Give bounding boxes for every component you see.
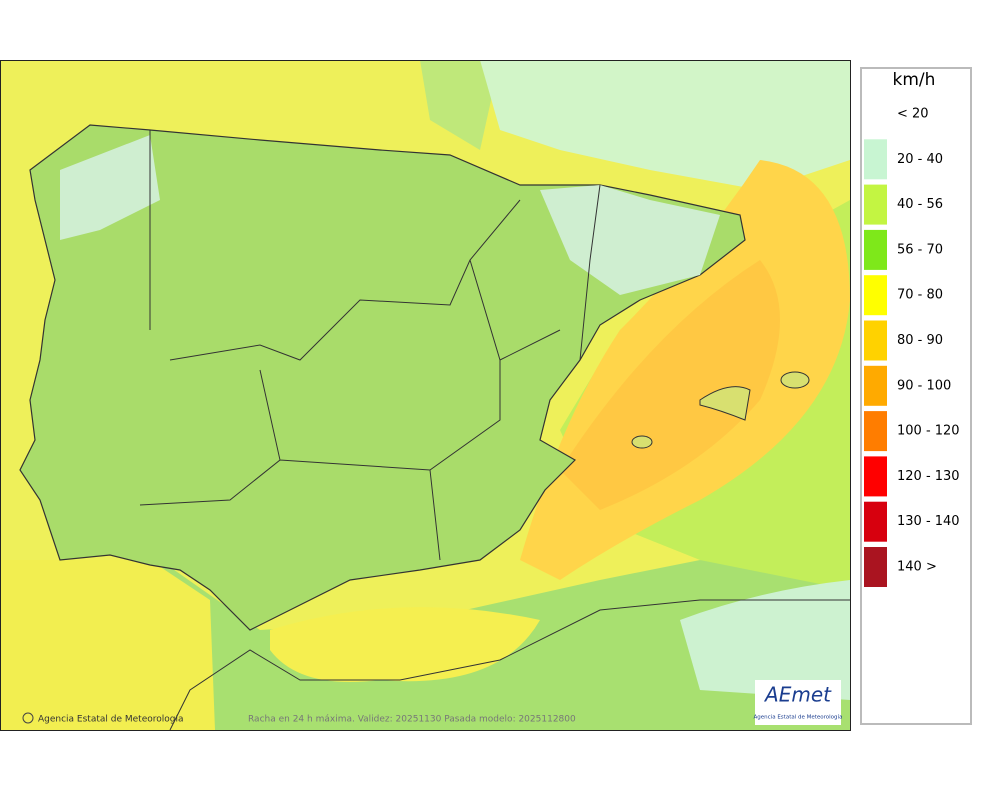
field <box>560 260 780 510</box>
legend-label: 56 - 70 <box>897 242 943 257</box>
legend-label: 130 - 140 <box>897 514 960 529</box>
map <box>0 60 850 730</box>
legend-label: 80 - 90 <box>897 333 943 348</box>
legend-swatch <box>864 94 887 134</box>
field <box>480 60 850 190</box>
field <box>0 60 500 150</box>
island <box>699 386 751 421</box>
peninsula <box>19 124 746 631</box>
coastline <box>169 599 850 730</box>
legend-label: 120 - 130 <box>897 469 960 484</box>
logo-subtitle: Agencia Estatal de Meteorología <box>754 714 843 721</box>
island <box>780 371 810 389</box>
field <box>680 580 850 700</box>
map-frame <box>0 60 851 731</box>
legend-swatch <box>864 275 887 316</box>
island <box>631 435 653 449</box>
legend-swatch <box>864 365 887 406</box>
legend-unit: km/h <box>893 70 936 90</box>
copyright-icon <box>22 712 34 724</box>
legend-label: 90 - 100 <box>897 378 951 393</box>
legend-label: 100 - 120 <box>897 424 960 439</box>
credit: Agencia Estatal de Meteorología <box>38 715 184 725</box>
legend-swatch <box>864 547 887 587</box>
legend-swatch <box>864 501 887 542</box>
legend-label: < 20 <box>897 107 929 122</box>
legend-items: < 20 20 - 40 40 - 56 56 - 70 70 - 80 80 - 90 9… <box>864 94 960 587</box>
caption: Racha en 24 h máxima. Validez: 20251130 … <box>248 715 576 725</box>
logo-name: AEmet <box>763 683 832 707</box>
legend-swatch <box>864 456 887 497</box>
legend-label: 40 - 56 <box>897 197 943 212</box>
field <box>270 607 540 682</box>
legend-swatch <box>864 139 887 180</box>
legend-swatch <box>864 184 887 225</box>
legend-label: 140 > <box>897 560 937 575</box>
field <box>60 135 720 295</box>
legend-swatch <box>864 320 887 361</box>
legend-swatch <box>864 411 887 452</box>
legend-label: 70 - 80 <box>897 288 943 303</box>
legend-swatch <box>864 229 887 270</box>
legend-label: 20 - 40 <box>897 152 943 167</box>
logo-box <box>755 680 841 725</box>
region-border <box>139 130 601 561</box>
field <box>0 560 215 730</box>
